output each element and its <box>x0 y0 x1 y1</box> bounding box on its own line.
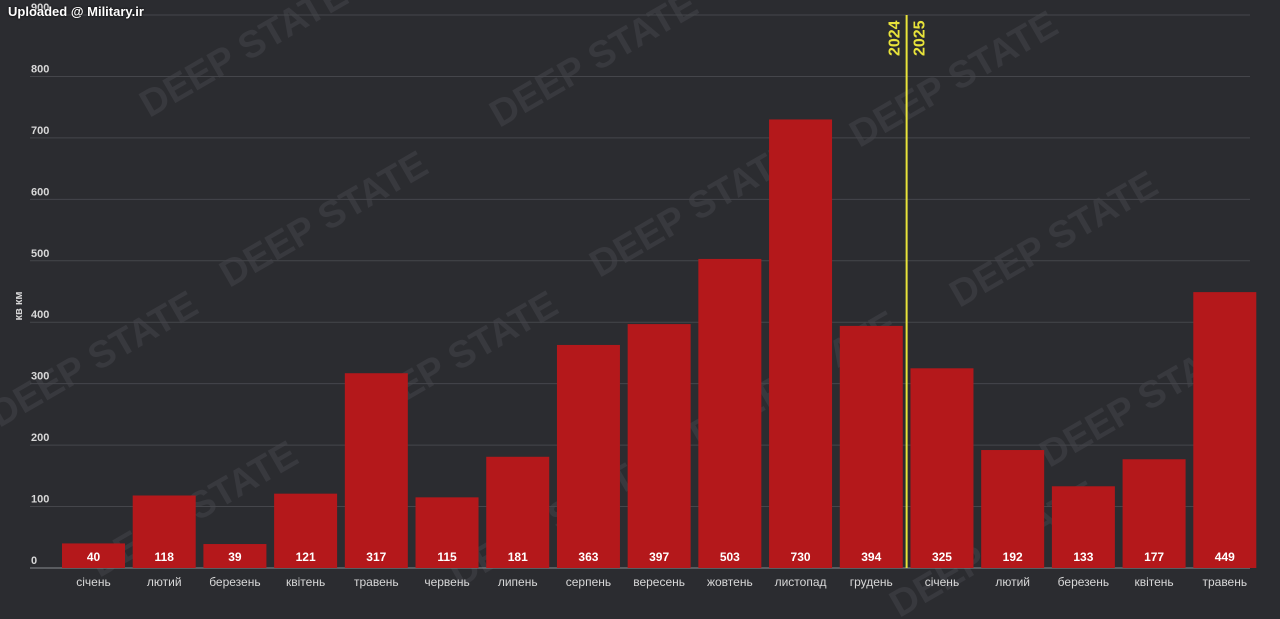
data-label: 121 <box>296 550 316 564</box>
x-tick-label: червень <box>424 575 469 589</box>
y-tick-label: 200 <box>31 432 49 444</box>
watermark-text: DEEP STATE <box>213 143 435 296</box>
bar <box>203 544 267 568</box>
x-tick-label: жовтень <box>707 575 753 589</box>
y-tick-label: 600 <box>31 186 49 198</box>
upload-caption: Uploaded @ Military.ir <box>8 4 144 19</box>
y-tick-label: 800 <box>31 63 49 75</box>
data-label: 177 <box>1144 550 1164 564</box>
bar <box>1051 486 1115 568</box>
bar <box>910 368 974 568</box>
x-tick-label: березень <box>1058 575 1109 589</box>
y-tick-label: 300 <box>31 371 49 383</box>
bar <box>132 495 196 568</box>
watermark-text: DEEP STATE <box>133 0 355 126</box>
data-label: 181 <box>508 550 528 564</box>
bar <box>1122 459 1186 568</box>
data-label: 40 <box>87 550 101 564</box>
data-label: 363 <box>578 550 598 564</box>
bar <box>274 493 338 568</box>
y-tick-label: 700 <box>31 125 49 137</box>
bar <box>344 373 408 568</box>
x-tick-label: квітень <box>286 575 325 589</box>
data-label: 39 <box>228 550 242 564</box>
y-tick-label: 500 <box>31 248 49 260</box>
y-tick-label: 900 <box>31 2 49 14</box>
watermark-text: DEEP STATE <box>843 3 1065 156</box>
data-label: 394 <box>861 550 881 564</box>
data-label: 118 <box>155 550 175 564</box>
y-axis-label: кв км <box>13 291 25 321</box>
bar <box>698 258 762 568</box>
x-tick-label: грудень <box>850 575 893 589</box>
watermark-text: DEEP STATE <box>483 0 705 136</box>
year-label-left: 2024 <box>887 20 904 56</box>
bar <box>62 543 125 568</box>
bar <box>1193 292 1257 568</box>
bar <box>981 450 1045 568</box>
bar <box>769 119 833 568</box>
x-tick-label: березень <box>209 575 260 589</box>
x-tick-label: січень <box>925 575 959 589</box>
x-tick-label: вересень <box>633 575 685 589</box>
x-tick-labels: січень лютий березень квітень травень червень… <box>76 575 1247 589</box>
watermark-text: DEEP STATE <box>0 283 205 436</box>
data-label: 133 <box>1073 550 1093 564</box>
bar <box>556 344 620 568</box>
y-tick-label: 400 <box>31 309 49 321</box>
watermark-text: DEEP STATE <box>943 163 1165 316</box>
data-label: 325 <box>932 550 952 564</box>
x-tick-label: серпень <box>566 575 611 589</box>
bar <box>415 497 479 568</box>
data-labels: 40 118 39 121 317 115 181 363 397 503 730 394 325 192… <box>87 550 1235 564</box>
data-label: 503 <box>720 550 740 564</box>
y-tick-labels: 0 100 200 300 400 500 600 700 800 900 <box>31 2 49 567</box>
x-tick-label: лютий <box>147 575 182 589</box>
y-tick-label: 100 <box>31 494 49 506</box>
bar <box>839 325 903 568</box>
year-divider: 2024 2025 <box>887 15 929 568</box>
x-tick-label: липень <box>498 575 538 589</box>
data-label: 730 <box>791 550 811 564</box>
y-tick-label: 0 <box>31 555 37 567</box>
bar <box>486 456 550 568</box>
bar <box>627 324 691 568</box>
data-label: 397 <box>649 550 669 564</box>
bars <box>62 119 1257 568</box>
data-label: 192 <box>1003 550 1023 564</box>
x-tick-label: листопад <box>775 575 827 589</box>
x-tick-label: травень <box>1202 575 1247 589</box>
data-label: 115 <box>437 550 457 564</box>
x-tick-label: січень <box>76 575 110 589</box>
x-tick-label: квітень <box>1134 575 1173 589</box>
data-label: 449 <box>1215 550 1235 564</box>
x-tick-label: лютий <box>995 575 1030 589</box>
year-label-right: 2025 <box>912 20 929 56</box>
x-tick-label: травень <box>354 575 399 589</box>
data-label: 317 <box>366 550 386 564</box>
